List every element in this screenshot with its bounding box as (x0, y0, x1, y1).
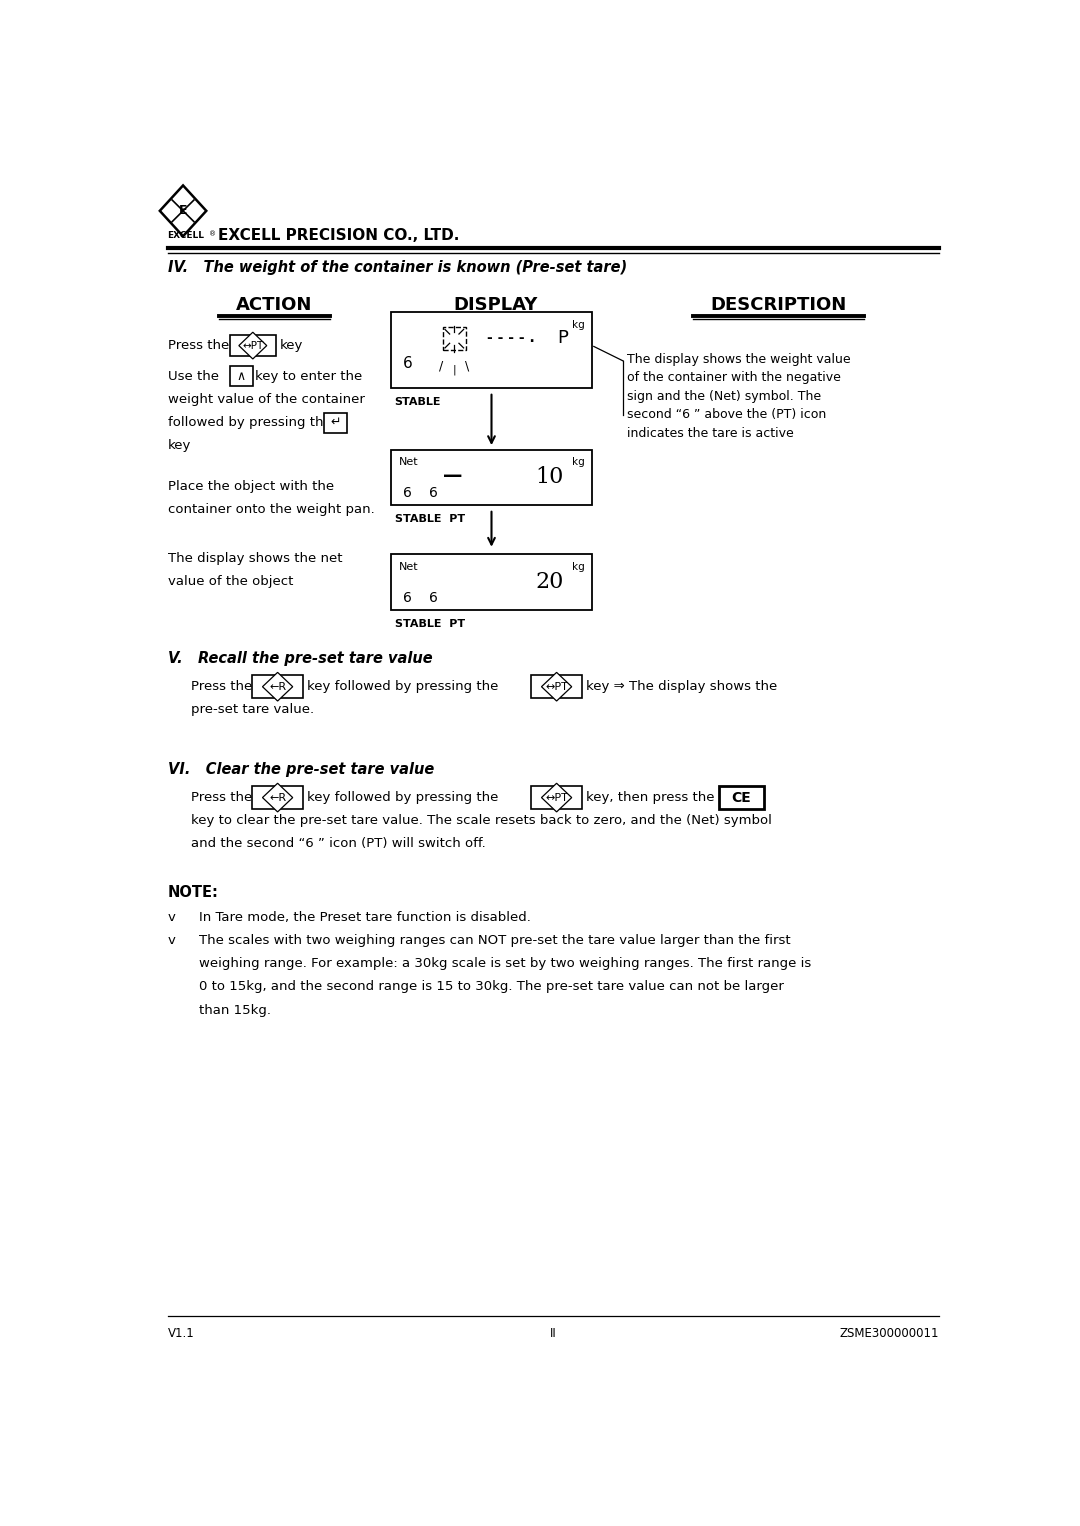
Text: EXCELL: EXCELL (167, 230, 204, 240)
Text: 0 to 15kg, and the second range is 15 to 30kg. The pre-set tare value can not be: 0 to 15kg, and the second range is 15 to… (199, 981, 783, 993)
Text: 10: 10 (536, 467, 564, 488)
Text: VI.   Clear the pre-set tare value: VI. Clear the pre-set tare value (167, 761, 434, 777)
Text: ®: ® (208, 230, 216, 237)
Text: kg: kg (571, 458, 584, 467)
Text: STABLE  PT: STABLE PT (394, 620, 464, 629)
Text: key ⇒ The display shows the: key ⇒ The display shows the (586, 681, 778, 693)
Text: 6: 6 (403, 356, 413, 371)
Bar (324, 412, 348, 432)
Text: ←R: ←R (269, 682, 286, 691)
Text: II: II (550, 1328, 557, 1340)
Text: |: | (453, 365, 456, 375)
Text: Net: Net (399, 458, 418, 467)
Text: ←R: ←R (269, 792, 286, 803)
Text: key to clear the pre-set tare value. The scale resets back to zero, and the (Net: key to clear the pre-set tare value. The… (191, 815, 772, 827)
Text: - - - - .: - - - - . (487, 331, 535, 345)
Text: Net: Net (399, 562, 418, 572)
Polygon shape (160, 186, 206, 237)
Bar (253, 674, 302, 699)
Text: \: \ (465, 360, 470, 372)
Text: The display shows the net: The display shows the net (167, 552, 342, 565)
Bar (443, 327, 465, 349)
Text: In Tare mode, the Preset tare function is disabled.: In Tare mode, the Preset tare function i… (199, 911, 530, 925)
Text: ↔PT: ↔PT (242, 340, 264, 351)
Bar (391, 450, 592, 505)
Text: key: key (167, 439, 191, 452)
Bar (531, 674, 582, 699)
Text: ∧: ∧ (237, 369, 246, 383)
Text: E: E (179, 204, 187, 217)
Text: kg: kg (571, 562, 584, 572)
Bar (230, 334, 276, 357)
Text: V.   Recall the pre-set tare value: V. Recall the pre-set tare value (167, 652, 432, 667)
Text: weighing range. For example: a 30kg scale is set by two weighing ranges. The fir: weighing range. For example: a 30kg scal… (199, 957, 811, 971)
Text: 20: 20 (536, 571, 564, 594)
Polygon shape (262, 783, 293, 812)
Text: ↔PT: ↔PT (545, 792, 568, 803)
Text: ↵: ↵ (330, 417, 341, 429)
Text: IV.   The weight of the container is known (Pre-set tare): IV. The weight of the container is known… (167, 261, 626, 275)
Text: /: / (438, 360, 443, 372)
Text: container onto the weight pan.: container onto the weight pan. (167, 504, 375, 516)
Text: —: — (443, 467, 462, 485)
Text: P: P (557, 330, 568, 346)
Text: V1.1: V1.1 (167, 1328, 194, 1340)
Text: NOTE:: NOTE: (167, 885, 218, 900)
Polygon shape (262, 673, 293, 700)
Text: Place the object with the: Place the object with the (167, 481, 334, 493)
Text: weight value of the container: weight value of the container (167, 394, 364, 406)
Text: 6: 6 (429, 487, 437, 501)
Text: Press the: Press the (191, 681, 252, 693)
Text: The display shows the weight value
of the container with the negative
sign and t: The display shows the weight value of th… (627, 353, 851, 439)
Text: Press the: Press the (191, 790, 252, 804)
Text: v: v (167, 934, 175, 948)
Bar (391, 554, 592, 610)
Text: The scales with two weighing ranges can NOT pre-set the tare value larger than t: The scales with two weighing ranges can … (199, 934, 791, 948)
Text: CE: CE (731, 790, 751, 804)
Text: and the second “6 ” icon (PT) will switch off.: and the second “6 ” icon (PT) will switc… (191, 838, 486, 850)
Text: ZSME300000011: ZSME300000011 (840, 1328, 940, 1340)
Text: key followed by pressing the: key followed by pressing the (307, 790, 499, 804)
Bar (531, 786, 582, 809)
Text: Use the: Use the (167, 369, 218, 383)
Text: 6: 6 (403, 487, 413, 501)
Text: 6: 6 (429, 591, 437, 606)
Text: EXCELL PRECISION CO., LTD.: EXCELL PRECISION CO., LTD. (218, 227, 459, 243)
Text: value of the object: value of the object (167, 575, 293, 589)
Text: kg: kg (571, 320, 584, 330)
Text: DISPLAY: DISPLAY (454, 296, 538, 314)
Text: ACTION: ACTION (237, 296, 313, 314)
Text: key, then press the: key, then press the (586, 790, 715, 804)
Text: STABLE  PT: STABLE PT (394, 514, 464, 525)
Text: key to enter the: key to enter the (255, 369, 363, 383)
Text: followed by pressing the: followed by pressing the (167, 417, 332, 429)
Text: key followed by pressing the: key followed by pressing the (307, 681, 499, 693)
Text: pre-set tare value.: pre-set tare value. (191, 703, 314, 716)
Text: than 15kg.: than 15kg. (199, 1004, 271, 1016)
Text: ↔PT: ↔PT (545, 682, 568, 691)
Bar (230, 366, 253, 386)
Text: v: v (167, 911, 175, 925)
Polygon shape (239, 333, 267, 359)
Bar (253, 786, 302, 809)
Text: STABLE: STABLE (394, 397, 441, 407)
Polygon shape (541, 673, 571, 700)
Text: key: key (280, 339, 303, 353)
Text: Press the: Press the (167, 339, 229, 353)
Text: DESCRIPTION: DESCRIPTION (711, 296, 847, 314)
Polygon shape (541, 783, 571, 812)
Bar (718, 786, 764, 809)
Bar (391, 313, 592, 388)
Text: 6: 6 (403, 591, 413, 606)
